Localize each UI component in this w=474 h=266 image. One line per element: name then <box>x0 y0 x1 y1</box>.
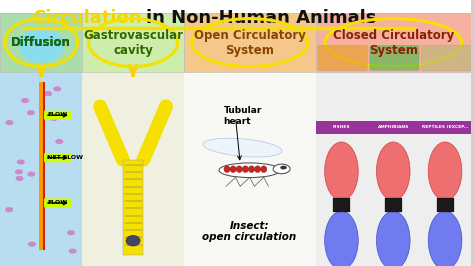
FancyBboxPatch shape <box>370 45 419 70</box>
Circle shape <box>51 117 57 120</box>
Bar <box>123 160 144 255</box>
Bar <box>316 13 471 72</box>
Circle shape <box>16 177 23 180</box>
Text: Insect:
open circulation: Insect: open circulation <box>202 221 297 242</box>
FancyBboxPatch shape <box>44 153 72 162</box>
Ellipse shape <box>376 142 410 201</box>
Circle shape <box>68 231 74 235</box>
Bar <box>82 72 183 266</box>
Circle shape <box>6 208 12 211</box>
Bar <box>82 13 183 72</box>
Text: Closed Circulatory
System: Closed Circulatory System <box>333 28 454 57</box>
Bar <box>38 82 43 250</box>
Ellipse shape <box>236 166 242 173</box>
Bar <box>43 82 45 250</box>
Circle shape <box>27 111 34 115</box>
Text: FISHES: FISHES <box>333 125 350 129</box>
Circle shape <box>18 160 24 164</box>
Circle shape <box>54 87 61 91</box>
Bar <box>0 72 82 266</box>
FancyBboxPatch shape <box>44 198 72 207</box>
Ellipse shape <box>255 166 261 173</box>
Circle shape <box>28 242 35 246</box>
Ellipse shape <box>428 142 462 201</box>
Bar <box>0 0 471 13</box>
Ellipse shape <box>325 211 358 266</box>
Text: Tubular
heart: Tubular heart <box>224 106 262 126</box>
Ellipse shape <box>230 166 236 173</box>
Bar <box>316 72 471 266</box>
Bar <box>316 121 471 134</box>
Text: NET FLOW: NET FLOW <box>47 155 83 160</box>
Circle shape <box>16 170 22 174</box>
Text: FLOW: FLOW <box>47 200 67 205</box>
Bar <box>183 72 316 266</box>
Circle shape <box>22 99 28 102</box>
Text: Diffusion: Diffusion <box>11 36 71 49</box>
Circle shape <box>273 164 290 174</box>
Circle shape <box>69 249 76 253</box>
Text: Gastrovascular
cavity: Gastrovascular cavity <box>83 28 183 57</box>
Ellipse shape <box>428 211 462 266</box>
FancyBboxPatch shape <box>44 111 72 120</box>
Ellipse shape <box>224 166 230 173</box>
Ellipse shape <box>248 166 255 173</box>
Bar <box>333 198 350 213</box>
Text: Diffusion: Diffusion <box>11 36 71 49</box>
Ellipse shape <box>126 235 140 246</box>
Text: AMPHIBIANS: AMPHIBIANS <box>378 125 409 129</box>
Ellipse shape <box>18 28 64 63</box>
Text: REPTILES (EXCEP...: REPTILES (EXCEP... <box>422 125 468 129</box>
Ellipse shape <box>261 166 267 173</box>
Text: Circulation: Circulation <box>32 9 141 27</box>
Bar <box>437 198 454 213</box>
Ellipse shape <box>203 138 282 157</box>
Text: FLOW: FLOW <box>47 112 67 117</box>
Text: in Non-Human Animals: in Non-Human Animals <box>146 9 376 27</box>
Bar <box>183 13 316 72</box>
Bar <box>385 198 402 213</box>
Circle shape <box>57 200 64 204</box>
Ellipse shape <box>376 211 410 266</box>
Text: Open Circulatory
System: Open Circulatory System <box>194 28 306 57</box>
Circle shape <box>6 121 13 124</box>
FancyBboxPatch shape <box>421 45 471 70</box>
Ellipse shape <box>219 163 280 178</box>
Circle shape <box>56 140 63 143</box>
Circle shape <box>28 172 35 176</box>
Bar <box>0 13 82 72</box>
Ellipse shape <box>325 142 358 201</box>
Circle shape <box>280 166 287 169</box>
Ellipse shape <box>242 166 248 173</box>
FancyBboxPatch shape <box>318 45 367 70</box>
Circle shape <box>45 92 52 95</box>
